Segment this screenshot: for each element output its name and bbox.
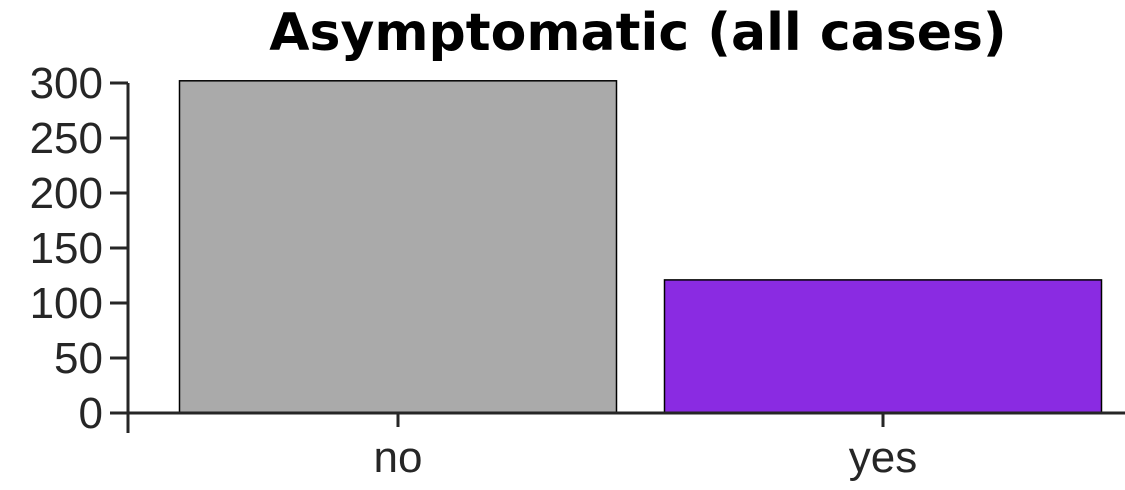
y-tick-label-50: 50 — [54, 334, 103, 383]
chart-title: Asymptomatic (all cases) — [269, 3, 1006, 63]
y-tick-label-200: 200 — [30, 169, 103, 218]
y-tick-label-0: 0 — [79, 389, 103, 438]
y-axis: 0 50 100 150 200 250 300 — [30, 59, 130, 438]
x-axis: no yes — [126, 411, 1125, 482]
x-tick-label-yes: yes — [849, 433, 917, 482]
bar-no — [178, 80, 618, 414]
y-tick-label-300: 300 — [30, 59, 103, 108]
x-tick-label-no: no — [374, 433, 423, 482]
y-tick-label-250: 250 — [30, 114, 103, 163]
y-tick-label-150: 150 — [30, 224, 103, 273]
bar-yes — [663, 279, 1103, 414]
y-tick-label-100: 100 — [30, 279, 103, 328]
bars-layer — [178, 80, 1103, 414]
